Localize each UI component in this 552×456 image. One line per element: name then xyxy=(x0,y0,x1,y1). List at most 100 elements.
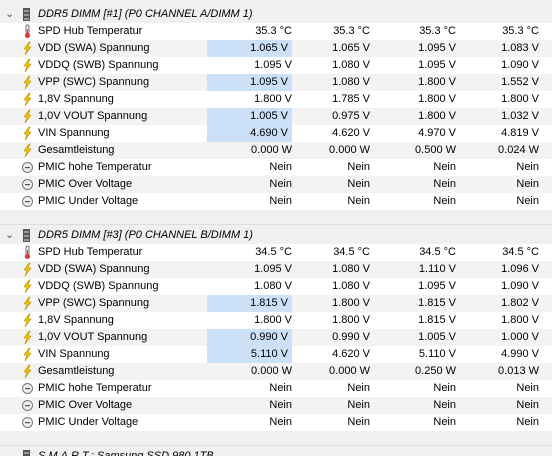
sensor-label: VDD (SWA) Spannung xyxy=(38,42,150,54)
icon-volt xyxy=(23,347,32,362)
sensor-value: 1.800 V xyxy=(501,93,539,105)
sensor-value: 1.080 V xyxy=(332,263,370,275)
sensor-value: Nein xyxy=(516,178,539,190)
icon-status xyxy=(22,417,33,428)
icon-temp xyxy=(25,24,30,38)
sensor-value: 0.990 V xyxy=(207,329,292,346)
sensor-value: 1.095 V xyxy=(207,74,292,91)
sensor-value: 1.096 V xyxy=(501,263,539,275)
sensor-value: 0.000 W xyxy=(329,144,370,156)
sensor-value: Nein xyxy=(269,399,292,411)
sensor-value: 0.000 W xyxy=(251,365,292,377)
icon-volt xyxy=(23,330,32,345)
sensor-value: 1.032 V xyxy=(501,110,539,122)
sensor-value: Nein xyxy=(269,161,292,173)
sensor-label: PMIC hohe Temperatur xyxy=(38,161,152,173)
sensor-value: 34.5 °C xyxy=(502,246,539,258)
sensor-value: 34.5 °C xyxy=(333,246,370,258)
sensor-value: Nein xyxy=(433,416,456,428)
sensor-row: VDDQ (SWB) Spannung 1.080 V 1.080 V 1.095 V… xyxy=(0,278,552,295)
sensor-value: 0.500 W xyxy=(415,144,456,156)
sensor-value: 0.000 W xyxy=(329,365,370,377)
sensor-row: PMIC hohe Temperatur Nein Nein Nein Nein xyxy=(0,380,552,397)
group-header[interactable]: ⌄ DDR5 DIMM [#3] (P0 CHANNEL B/DIMM 1) xyxy=(0,227,552,244)
sensor-value: 35.3 °C xyxy=(419,25,456,37)
sensor-value: 4.620 V xyxy=(332,348,370,360)
sensor-value: 4.620 V xyxy=(332,127,370,139)
icon-volt xyxy=(23,58,32,73)
sensor-label: 1,0V VOUT Spannung xyxy=(38,110,148,122)
sensor-label: Gesamtleistung xyxy=(38,365,115,377)
sensor-value: Nein xyxy=(516,161,539,173)
sensor-value: 1.800 V xyxy=(418,110,456,122)
sensor-value: Nein xyxy=(433,399,456,411)
sensor-value: 0.000 W xyxy=(251,144,292,156)
sensor-value: 1.080 V xyxy=(332,59,370,71)
sensor-row: VDDQ (SWB) Spannung 1.095 V 1.080 V 1.095 V… xyxy=(0,57,552,74)
sensor-row: SPD Hub Temperatur 34.5 °C 34.5 °C 34.5 °C 3… xyxy=(0,244,552,261)
icon-volt xyxy=(23,126,32,141)
sensor-row: PMIC Under Voltage Nein Nein Nein Nein xyxy=(0,414,552,431)
sensor-value: 4.819 V xyxy=(501,127,539,139)
sensor-row: VPP (SWC) Spannung 1.815 V 1.800 V 1.815 V 1… xyxy=(0,295,552,312)
icon-volt xyxy=(23,143,32,158)
sensor-value: Nein xyxy=(516,195,539,207)
sensor-row: VIN Spannung 4.690 V 4.620 V 4.970 V 4.819 V xyxy=(0,125,552,142)
sensor-row: PMIC Over Voltage Nein Nein Nein Nein xyxy=(0,176,552,193)
icon-status xyxy=(22,383,33,394)
sensor-row: VPP (SWC) Spannung 1.095 V 1.080 V 1.800 V 1… xyxy=(0,74,552,91)
collapse-toggle: ⌄ xyxy=(5,8,15,20)
group-header[interactable]: ⌄ DDR5 DIMM [#1] (P0 CHANNEL A/DIMM 1) xyxy=(0,6,552,23)
sensor-value: 1.802 V xyxy=(501,297,539,309)
sensor-label: PMIC Under Voltage xyxy=(38,416,139,428)
group-title: DDR5 DIMM [#3] (P0 CHANNEL B/DIMM 1) xyxy=(38,229,253,241)
sensor-value: Nein xyxy=(433,178,456,190)
sensor-label: Gesamtleistung xyxy=(38,144,115,156)
sensor-label: VDD (SWA) Spannung xyxy=(38,263,150,275)
sensor-value: 34.5 °C xyxy=(419,246,456,258)
sensor-value: 1.080 V xyxy=(254,280,292,292)
sensor-value: 34.5 °C xyxy=(255,246,292,258)
sensor-value: 1.800 V xyxy=(418,93,456,105)
sensor-value: 0.024 W xyxy=(498,144,539,156)
group-header[interactable]: ⌄ S.M.A.R.T.: Samsung SSD 980 1TB xyxy=(0,448,552,456)
group-title: S.M.A.R.T.: Samsung SSD 980 1TB xyxy=(38,450,214,456)
sensor-value: 1.083 V xyxy=(501,42,539,54)
sensor-value: 1.095 V xyxy=(418,280,456,292)
sensor-value: Nein xyxy=(269,178,292,190)
sensor-value: 4.970 V xyxy=(418,127,456,139)
sensor-value: Nein xyxy=(269,195,292,207)
sensor-label: VPP (SWC) Spannung xyxy=(38,297,150,309)
sensor-value: 1.095 V xyxy=(254,59,292,71)
sensor-value: 1.005 V xyxy=(418,331,456,343)
icon-chip xyxy=(23,8,30,21)
group-separator xyxy=(0,224,552,225)
sensor-label: PMIC Over Voltage xyxy=(38,399,133,411)
sensor-value: 1.005 V xyxy=(207,108,292,125)
sensor-value: 1.080 V xyxy=(332,280,370,292)
collapse-toggle: ⌄ xyxy=(5,450,15,456)
icon-volt xyxy=(23,279,32,294)
icon-status xyxy=(22,179,33,190)
sensor-row: SPD Hub Temperatur 35.3 °C 35.3 °C 35.3 °C 3… xyxy=(0,23,552,40)
sensor-value: 0.013 W xyxy=(498,365,539,377)
sensor-label: PMIC Under Voltage xyxy=(38,195,139,207)
sensor-value: 1.552 V xyxy=(501,76,539,88)
sensor-value: Nein xyxy=(516,382,539,394)
sensor-value: Nein xyxy=(433,195,456,207)
sensor-row: VDD (SWA) Spannung 1.095 V 1.080 V 1.110 V 1… xyxy=(0,261,552,278)
sensor-value: Nein xyxy=(433,382,456,394)
sensor-value: 1.095 V xyxy=(418,59,456,71)
sensor-value: 5.110 V xyxy=(207,346,292,363)
sensor-row: Gesamtleistung 0.000 W 0.000 W 0.250 W 0.013… xyxy=(0,363,552,380)
sensor-value: 1.800 V xyxy=(254,93,292,105)
sensor-value: 0.990 V xyxy=(332,331,370,343)
sensor-row: 1,0V VOUT Spannung 0.990 V 0.990 V 1.005 V 1… xyxy=(0,329,552,346)
sensor-value: Nein xyxy=(347,416,370,428)
icon-status xyxy=(22,162,33,173)
sensor-label: VIN Spannung xyxy=(38,127,110,139)
sensor-value: 0.250 W xyxy=(415,365,456,377)
icon-status xyxy=(22,400,33,411)
collapse-toggle: ⌄ xyxy=(5,229,15,241)
sensor-value: 1.065 V xyxy=(207,40,292,57)
